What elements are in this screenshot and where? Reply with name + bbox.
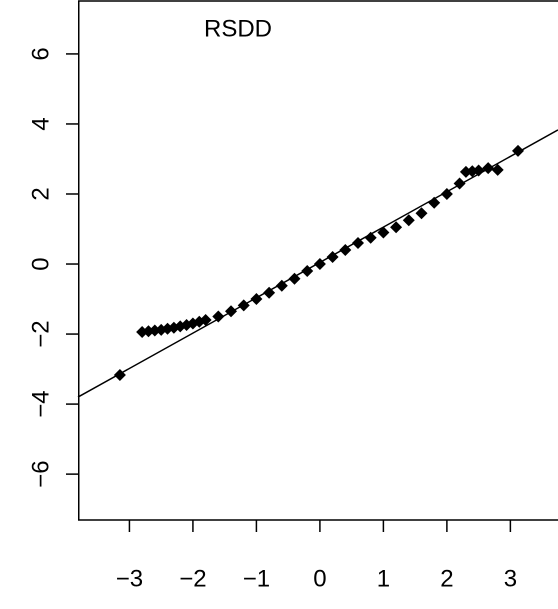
point [402, 214, 415, 227]
point [352, 237, 364, 250]
point [440, 187, 453, 200]
point [377, 226, 390, 239]
point [275, 279, 288, 292]
y-tick-label: 4 [27, 117, 54, 130]
point [472, 164, 485, 177]
point [364, 231, 377, 244]
y-tick-label: −4 [27, 390, 54, 417]
point [415, 207, 428, 220]
x-tick-label: −1 [243, 565, 270, 592]
point [113, 369, 126, 382]
point [390, 221, 403, 234]
point [313, 258, 326, 271]
x-tick-label: 1 [377, 565, 390, 592]
point [453, 177, 466, 190]
point [237, 299, 250, 312]
point [512, 144, 524, 157]
x-tick-label: −2 [179, 565, 206, 592]
point [482, 162, 495, 175]
point [288, 272, 301, 285]
x-tick-label: 0 [313, 565, 326, 592]
point [225, 305, 238, 318]
y-tick-label: −6 [27, 460, 54, 487]
y-tick-label: 2 [27, 187, 54, 200]
point [491, 163, 504, 176]
y-tick-label: −2 [27, 320, 54, 347]
chart-title: RSDD [204, 15, 272, 42]
x-tick-label: −3 [116, 565, 143, 592]
point [326, 251, 339, 264]
point [428, 196, 441, 209]
point [263, 286, 276, 299]
point [339, 244, 352, 257]
point [199, 314, 212, 327]
point [250, 293, 263, 306]
y-tick-label: 6 [27, 47, 54, 60]
plot-frame [78, 0, 558, 521]
point [212, 310, 225, 323]
point [301, 265, 314, 278]
y-tick-label: 0 [27, 257, 54, 270]
x-tick-label: 3 [504, 565, 517, 592]
x-tick-label: 2 [440, 565, 453, 592]
